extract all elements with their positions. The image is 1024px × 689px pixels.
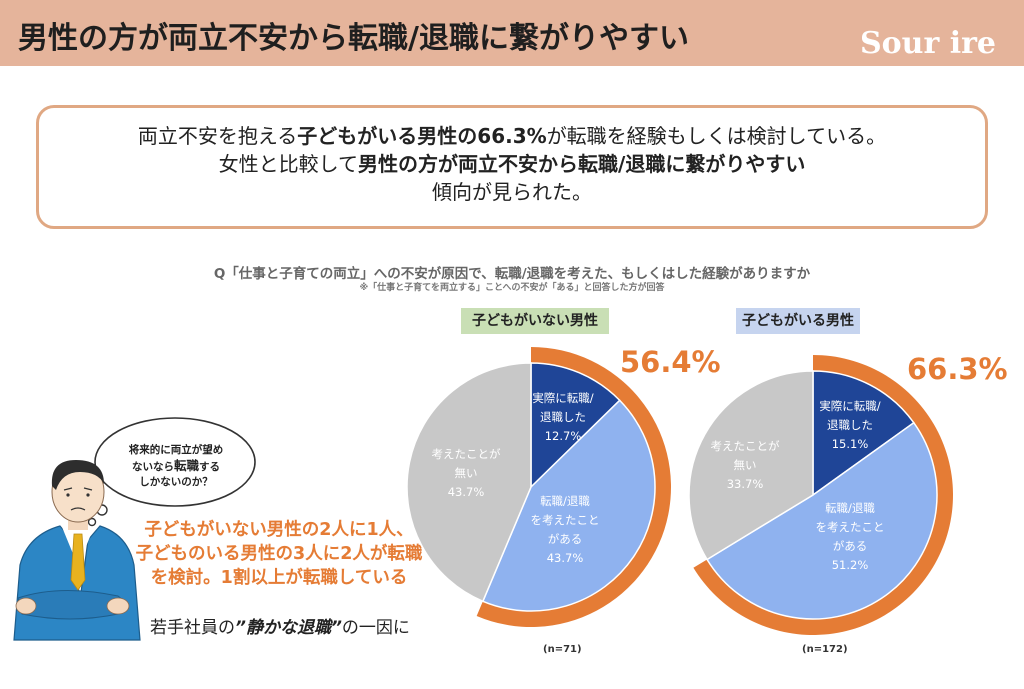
slice-label-0-0: 実際に転職/退職した 12.7% [532,391,593,443]
summary-line-1: 両立不安を抱える子どもがいる男性の66.3%が転職を経験もしくは検討している。 [39,122,985,150]
quote-before: 若手社員の [150,618,235,638]
bubble-line-3: しかないのか？ [139,476,213,488]
summary-line-2: 女性と比較して男性の方が両立不安から転職/退職に繋がりやすい [39,150,985,178]
summary-box: 両立不安を抱える子どもがいる男性の66.3%が転職を経験もしくは検討している。 … [36,105,988,229]
slice-label-line: 無い [734,458,757,472]
slice-label-line: を考えたこと [816,520,885,534]
businessman-illustration [13,460,141,641]
header-bar: 男性の方が両立不安から転職/退職に繋がりやすい Sour ire [0,0,1024,66]
summary-line-1-part-1: 両立不安を抱える [137,124,298,148]
slice-label-line: がある [833,539,868,553]
highlight-percent-with-children: 66.3% [907,352,1008,386]
summary-line-2-part-2: 男性の方が両立不安から転職/退職に繋がりやすい [358,152,806,176]
summary-line-3-part-1: 傾向が見られた。 [432,180,592,204]
brand-logo: Sour ire [859,26,996,61]
chart-title-with-children: 子どもがいる男性 [736,308,860,334]
slice-label-1-0: 実際に転職/退職した 15.1% [819,399,880,451]
slice-label-0-2: 考えたことが無い 43.7% [432,447,501,499]
slice-label-line: 33.7% [727,477,764,491]
slice-label-1-2: 考えたことが無い 33.7% [711,439,780,491]
survey-note: ※「仕事と子育てを両立する」ことへの不安が「ある」と回答した方が回答 [359,283,665,293]
quote-bold: ”静かな退職” [235,618,342,638]
callout-line-3: を検討。1割以上が転職している [150,568,408,588]
slice-label-line: 転職/退職 [825,501,875,515]
highlight-percent-no-children: 56.4% [620,345,721,379]
slice-label-line: 15.1% [832,437,869,451]
callout-line-1: 子どもがいない男性の2人に1人、 [144,520,414,540]
slice-label-line: 退職した [540,410,586,424]
pie-slice-1-0 [812,370,915,497]
summary-line-1-part-3: が転職を経験もしくは検討している。 [546,124,887,148]
summary-line-1-part-2: 子どもがいる男性の66.3% [297,124,547,148]
pie-slice-1-2 [688,370,814,561]
bubble-line-1: 将来的に両立が望め [128,444,224,456]
slice-label-line: を考えたこと [531,513,600,527]
bubble-line-2-after: する [199,461,220,473]
callout-text: 子どもがいない男性の2人に1人、 子どものいる男性の3人に2人が転職 を検討。1… [114,518,444,590]
pie-slice-0-2 [406,362,532,603]
page-title: 男性の方が両立不安から転職/退職に繋がりやすい [18,21,689,56]
slice-label-line: 実際に転職/ [532,391,593,405]
slice-label-line: 実際に転職/ [819,399,880,413]
summary-line-3: 傾向が見られた。 [39,178,985,206]
slice-label-line: 退職した [827,418,873,432]
chart-title-no-children: 子どもがいない男性 [461,308,609,334]
survey-question: Q「仕事と子育ての両立」への不安が原因で、転職/退職を考えた、もしくはした経験が… [213,266,811,282]
bubble-line-2-before: ないなら [131,461,174,473]
sample-size-no-children: (n=71) [543,644,582,655]
slice-label-line: がある [548,532,583,546]
bubble-line-2-emph: 転職 [173,458,199,473]
summary-line-2-part-1: 女性と比較して [218,152,359,176]
callout-line-2: 子どものいる男性の3人に2人が転職 [135,544,423,564]
slice-label-line: 51.2% [832,558,869,572]
thought-bubble [87,417,256,527]
slice-label-line: 43.7% [547,551,584,565]
slice-label-1-1: 転職/退職を考えたことがある 51.2% [816,501,885,572]
bubble-line-2: ないなら転職する [112,458,240,475]
sample-size-with-children: (n=172) [802,644,848,655]
slice-label-line: 考えたことが [711,439,780,453]
thought-bubble-text: 将来的に両立が望め ないなら転職する しかないのか？ [112,443,240,490]
slice-label-line: 転職/退職 [540,494,590,508]
pie-slice-0-1 [481,399,656,612]
slice-label-line: 12.7% [545,429,582,443]
slice-label-0-1: 転職/退職を考えたことがある 43.7% [531,494,600,565]
quote-after: の一因に [341,618,410,638]
slice-label-line: 無い [455,466,478,480]
pie-slice-0-0 [530,362,621,489]
slice-label-line: 43.7% [448,485,485,499]
pie-slice-1-1 [706,421,938,620]
quote-text: 若手社員の”静かな退職”の一因に [150,613,410,638]
slice-label-line: 考えたことが [432,447,501,461]
